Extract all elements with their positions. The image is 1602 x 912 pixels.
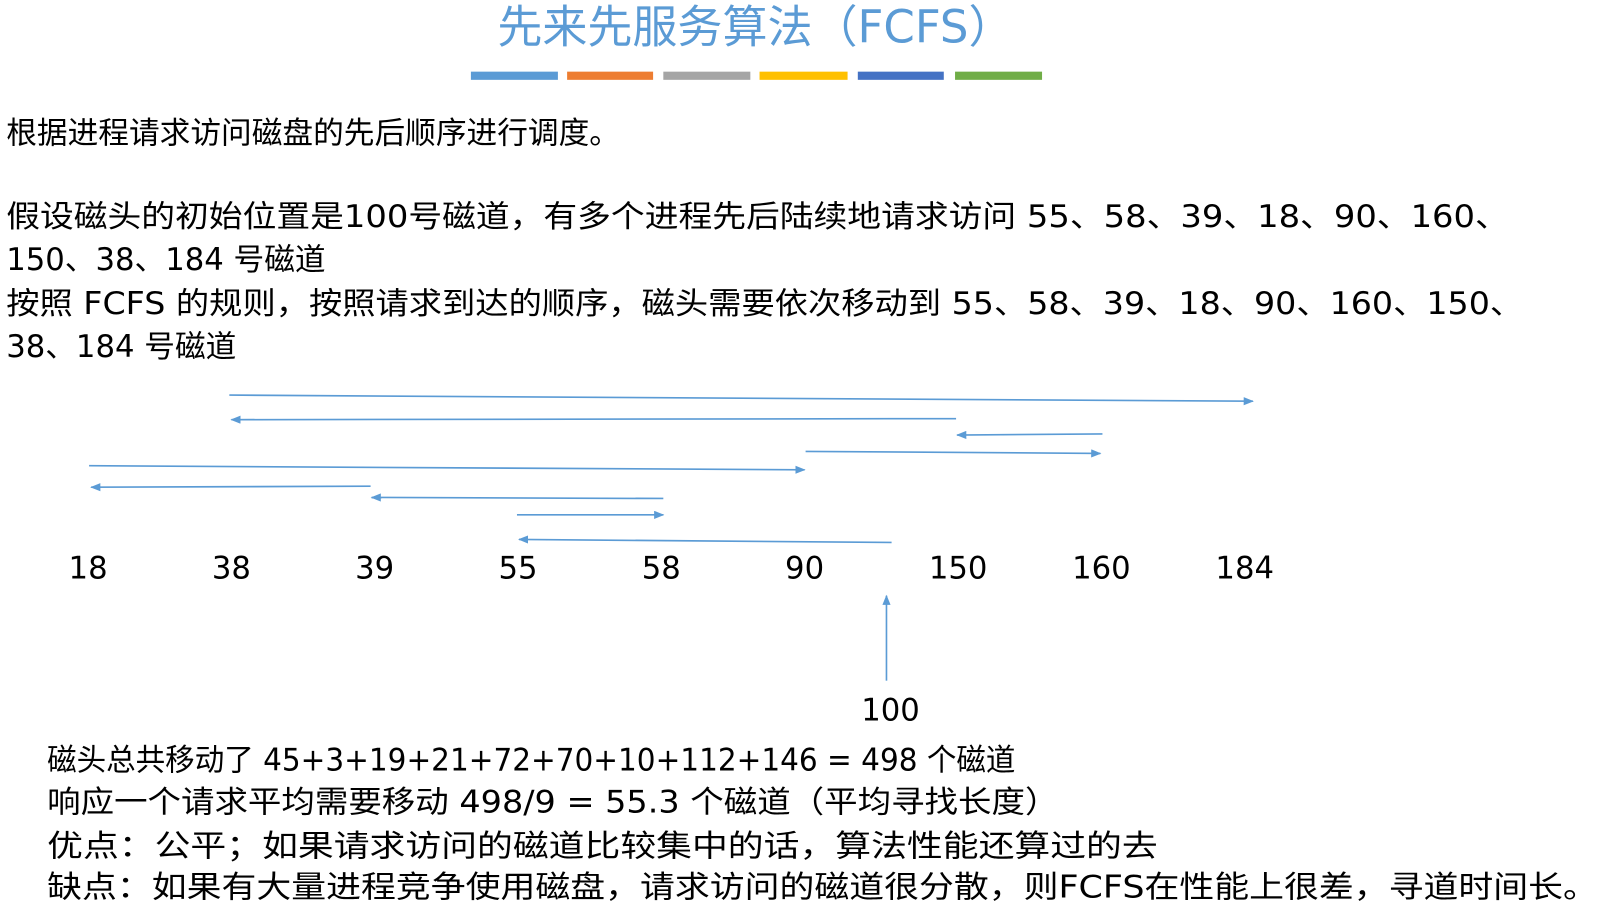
summary-line: 响应一个请求平均需要移动 498/9 = 55.3 个磁道（平均寻找长度） [47, 786, 1058, 821]
assumption-line: 150、38、184 号磁道 [6, 243, 325, 278]
track-label: 38 [212, 551, 251, 586]
track-label: 90 [785, 551, 824, 586]
assumption-line: 假设磁头的初始位置是100号磁道，有多个进程先后陆续地请求访问 55、58、39… [6, 200, 1509, 235]
intro: 根据进程请求访问磁盘的先后顺序进行调度。 [6, 116, 620, 151]
track-label: 184 [1215, 551, 1274, 586]
summary-line: 磁头总共移动了 45+3+19+21+72+70+10+112+146 = 49… [47, 744, 1015, 779]
track-label: 39 [355, 551, 394, 586]
title: 先来先服务算法（FCFS） [497, 1, 1013, 54]
arrows [89, 394, 1254, 681]
summary-line: 优点：公平；如果请求访问的磁道比较集中的话，算法性能还算过的去 [47, 830, 1158, 865]
rule-line: 按照 FCFS 的规则，按照请求到达的顺序，磁头需要依次移动到 55、58、39… [6, 287, 1523, 322]
track-labels: 18 38 39 55 58 90 150 160 184 [69, 551, 1274, 586]
track-label: 58 [642, 551, 681, 586]
track-label: 55 [498, 551, 537, 586]
track-label: 150 [929, 551, 988, 586]
start-track: 100 [861, 694, 920, 729]
track-label: 18 [69, 551, 108, 586]
summary-line: 缺点：如果有大量进程竞争使用磁盘，请求访问的磁道很分散，则FCFS在性能上很差，… [47, 871, 1598, 906]
title-underline [470, 71, 1043, 80]
rule-line: 38、184 号磁道 [6, 330, 236, 365]
track-label: 160 [1072, 551, 1131, 586]
